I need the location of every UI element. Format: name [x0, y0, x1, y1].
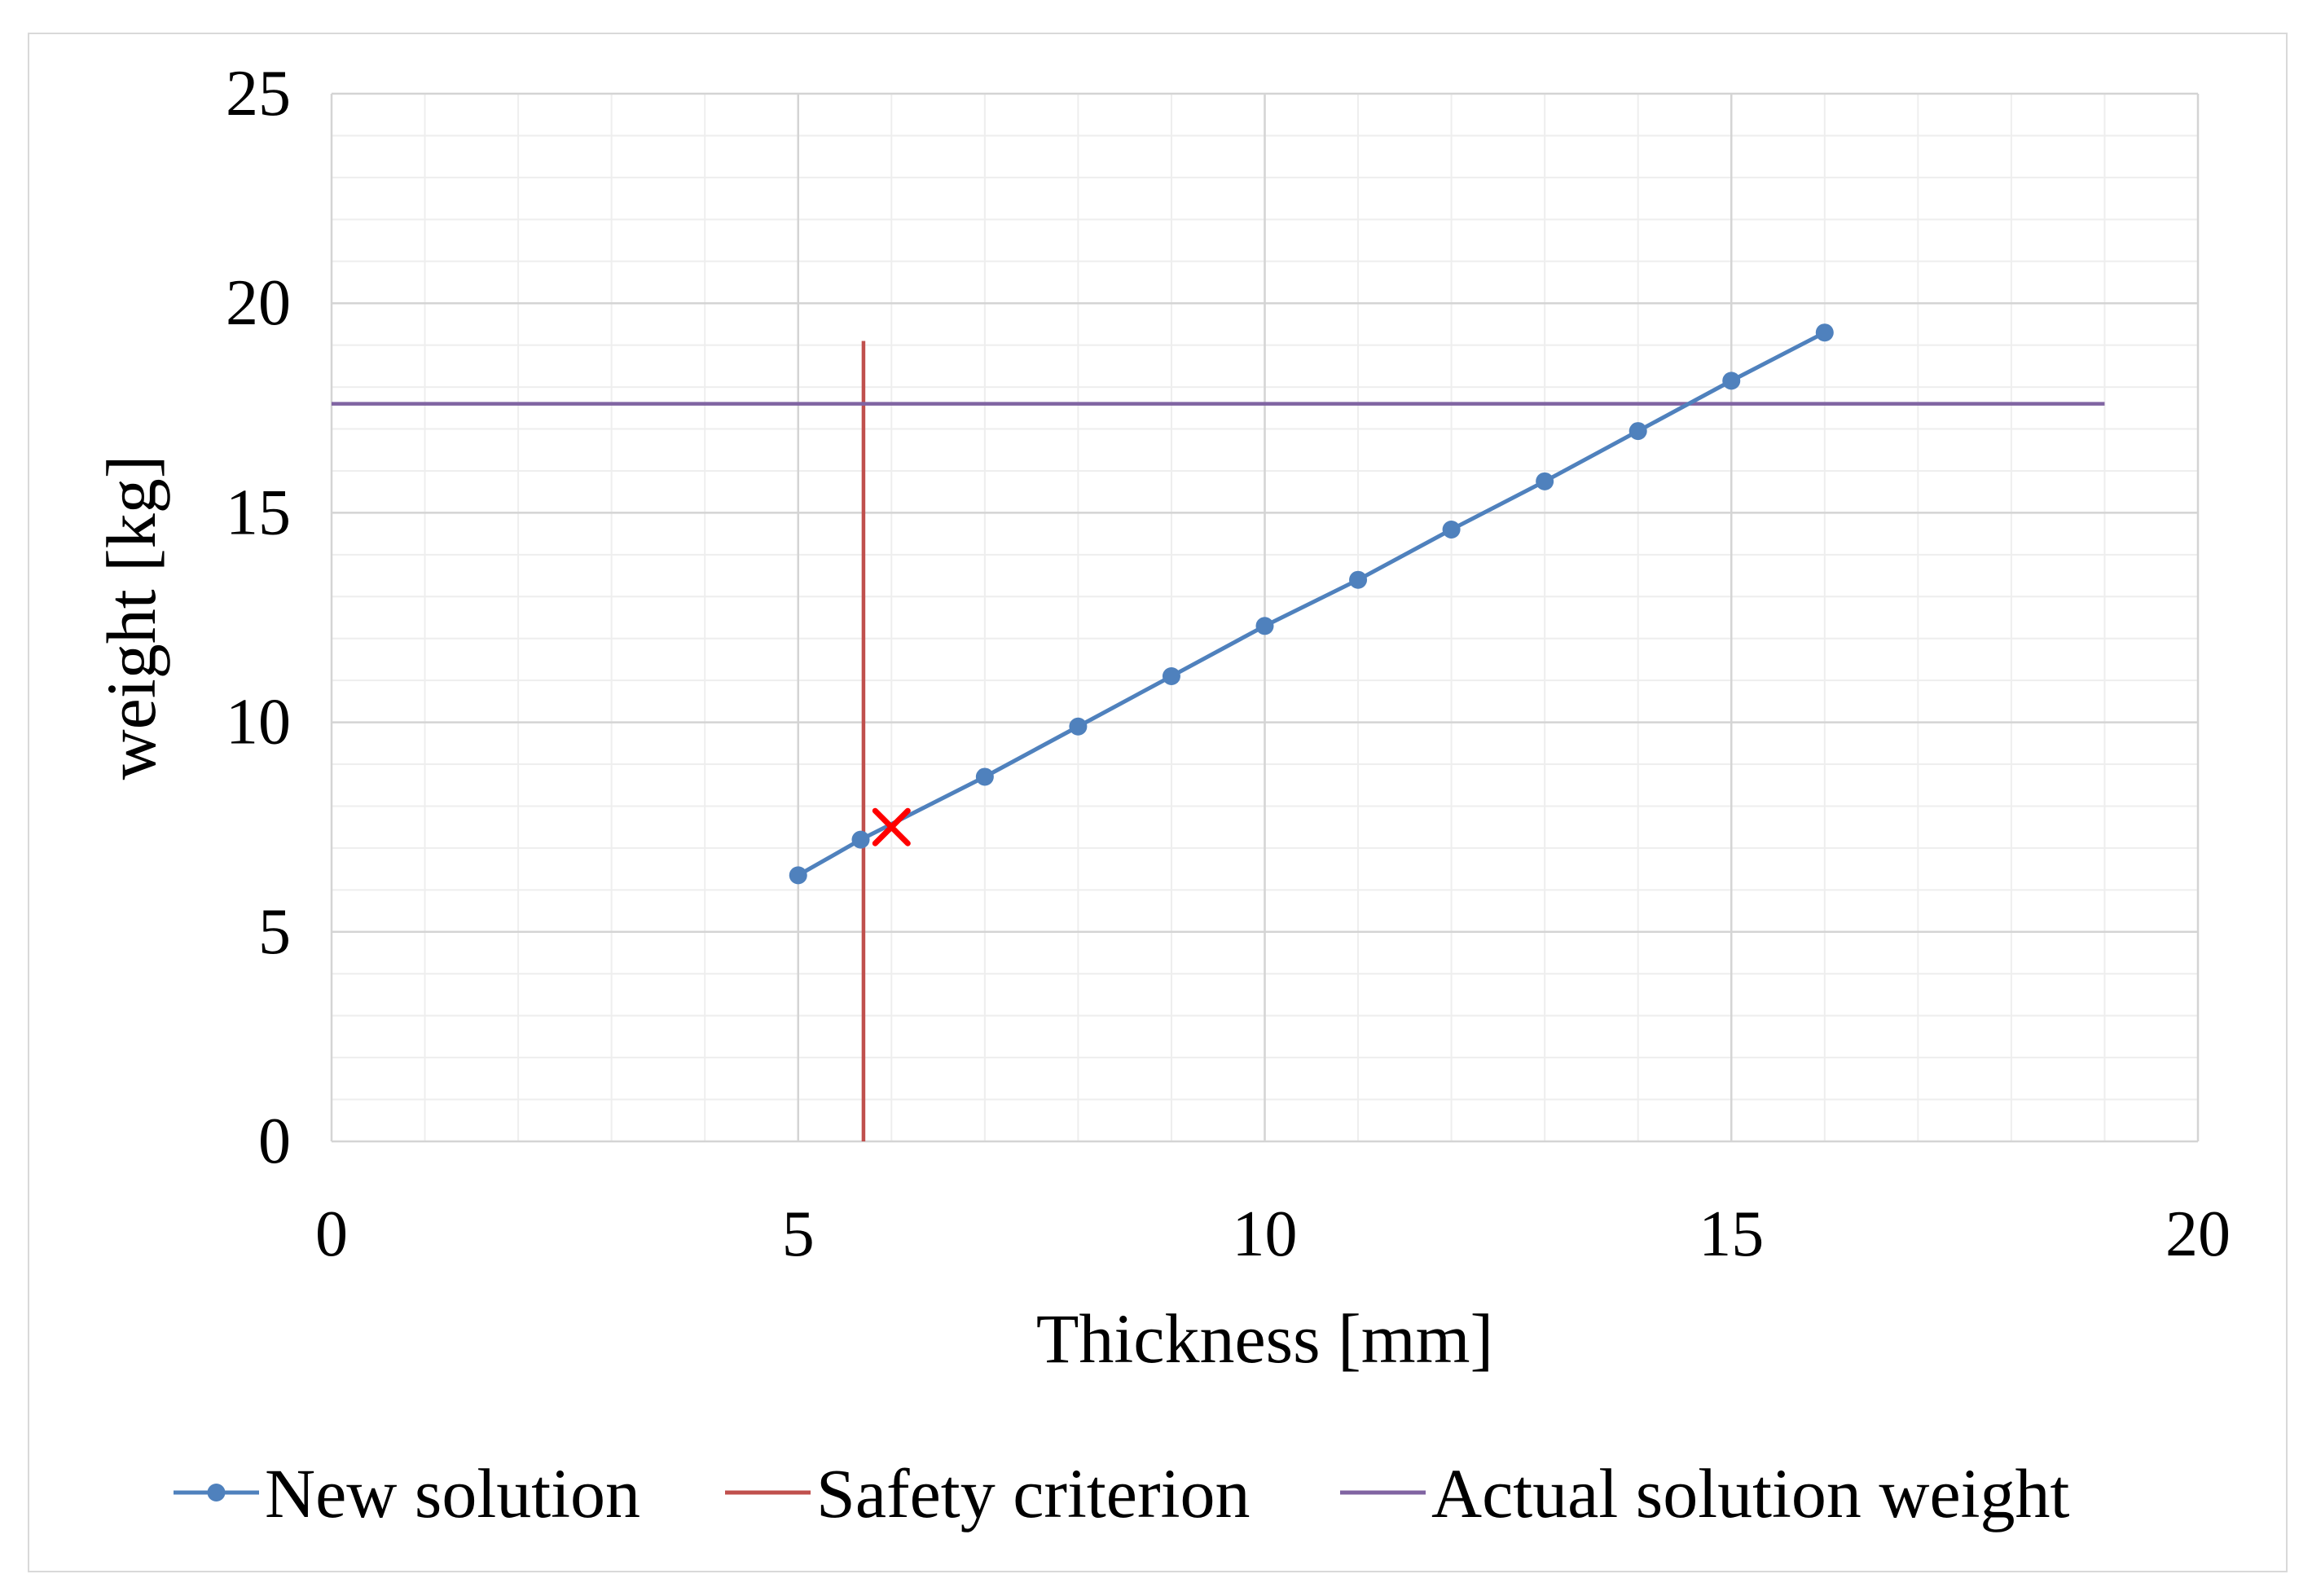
- y-tick-label: 25: [226, 58, 291, 130]
- y-tick-label: 15: [226, 477, 291, 548]
- x-tick-label: 0: [315, 1198, 348, 1270]
- x-tick-label: 15: [1699, 1198, 1764, 1270]
- data-point-new-solution: [1442, 520, 1461, 539]
- legend-item-actual-solution-weight: Actual solution weight: [1340, 1454, 2070, 1532]
- data-point-new-solution: [975, 767, 994, 786]
- y-tick-label: 10: [226, 687, 291, 758]
- x-tick-label: 5: [782, 1198, 815, 1270]
- annotation-layer: [872, 807, 911, 846]
- data-point-new-solution: [1536, 472, 1554, 490]
- data-point-new-solution: [1815, 323, 1834, 342]
- x-marker-stroke: [872, 807, 911, 846]
- y-tick-label: 20: [226, 267, 291, 339]
- x-tick-label: 20: [2165, 1198, 2231, 1270]
- legend-label-actual-solution-weight: Actual solution weight: [1431, 1454, 2070, 1532]
- series-layer: [332, 323, 2105, 1141]
- legend: New solution Safety criterion Actual sol…: [174, 1454, 2070, 1532]
- y-axis-ticks: 0 5 10 15 20 25: [226, 58, 291, 1177]
- y-tick-label: 0: [258, 1106, 291, 1177]
- data-point-new-solution: [789, 866, 807, 885]
- x-tick-label: 10: [1233, 1198, 1298, 1270]
- data-point-new-solution: [1629, 422, 1647, 441]
- data-point-new-solution: [1162, 667, 1180, 686]
- legend-item-safety-criterion: Safety criterion: [725, 1454, 1251, 1532]
- data-point-new-solution: [1349, 570, 1368, 589]
- data-point-new-solution: [1255, 617, 1274, 635]
- data-point-new-solution: [851, 830, 870, 849]
- grid-major: [330, 92, 2200, 1143]
- x-axis-title: Thickness [mm]: [1036, 1299, 1493, 1378]
- legend-marker-new-solution: [207, 1484, 226, 1501]
- legend-label-new-solution: New solution: [265, 1454, 640, 1532]
- chart-frame: [28, 33, 2288, 1572]
- legend-label-safety-criterion: Safety criterion: [816, 1454, 1251, 1532]
- data-point-new-solution: [1069, 717, 1088, 736]
- series-line-new-solution: [797, 330, 1826, 877]
- legend-item-new-solution: New solution: [174, 1454, 640, 1532]
- y-tick-label: 5: [258, 896, 291, 968]
- y-axis-title: weight [kg]: [92, 455, 170, 780]
- x-axis-ticks: 0 5 10 15 20: [315, 1198, 2231, 1270]
- data-point-new-solution: [1722, 372, 1741, 390]
